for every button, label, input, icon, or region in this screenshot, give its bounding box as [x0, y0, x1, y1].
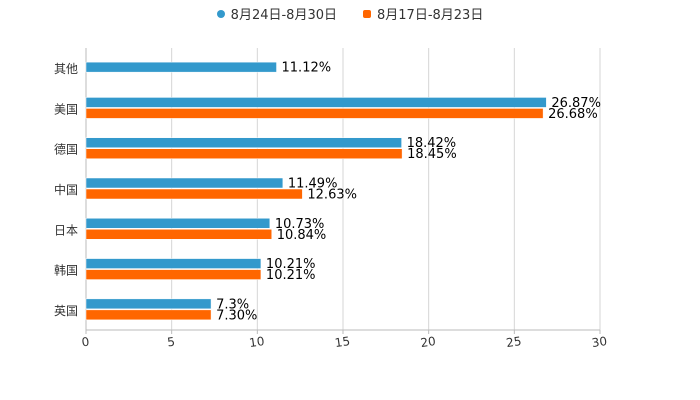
bar — [85, 229, 272, 240]
data-label: 10.21% — [266, 257, 316, 272]
y-tick-label: 日本 — [54, 223, 78, 237]
x-tick-label: 15 — [334, 334, 351, 350]
y-tick-label: 英国 — [54, 304, 78, 318]
bar — [85, 309, 212, 321]
bar — [85, 258, 262, 269]
y-tick-label: 德国 — [54, 142, 78, 157]
x-tick-label: 10 — [248, 334, 265, 350]
data-label: 12.63% — [307, 188, 357, 203]
x-tick-label: 30 — [591, 334, 608, 350]
data-label: 18.45% — [407, 147, 457, 162]
data-label: 18.42% — [407, 136, 457, 151]
data-label: 26.87% — [551, 96, 601, 111]
data-label: 11.49% — [288, 177, 338, 192]
bar — [85, 61, 277, 73]
data-label: 10.73% — [275, 217, 325, 232]
legend-label-series-2: 8月17日-8月23日 — [377, 8, 484, 23]
legend-marker-series-2 — [363, 9, 371, 18]
data-label: 10.21% — [266, 268, 316, 283]
bar — [85, 188, 303, 200]
legend-item-series-1[interactable]: 8月24日-8月30日 — [216, 4, 337, 23]
bar — [85, 177, 284, 189]
bar — [85, 97, 547, 108]
y-tick-label: 美国 — [54, 102, 78, 116]
data-label: 7.3% — [216, 297, 249, 312]
x-tick-label: 25 — [505, 334, 522, 350]
legend-label-series-1: 8月24日-8月30日 — [230, 8, 337, 23]
data-label: 26.68% — [548, 107, 598, 122]
x-tick-label: 0 — [81, 335, 91, 350]
legend-marker-series-1 — [216, 9, 225, 18]
bar — [85, 108, 544, 119]
bar — [85, 218, 271, 229]
x-tick-label: 5 — [166, 335, 176, 350]
legend-item-series-2[interactable]: 8月17日-8月23日 — [363, 4, 483, 23]
bar — [85, 148, 403, 159]
bar — [85, 137, 402, 148]
y-tick-label: 韩国 — [54, 263, 78, 278]
data-label: 11.12% — [282, 61, 332, 76]
legend: 8月24日-8月30日 8月17日-8月23日 — [0, 4, 700, 23]
y-tick-label: 其他 — [54, 62, 78, 76]
bar — [85, 298, 212, 310]
data-label: 10.84% — [277, 228, 327, 243]
y-tick-label: 中国 — [54, 182, 78, 197]
data-label: 7.30% — [216, 308, 257, 323]
x-tick-label: 20 — [420, 334, 437, 350]
bar — [85, 269, 262, 280]
